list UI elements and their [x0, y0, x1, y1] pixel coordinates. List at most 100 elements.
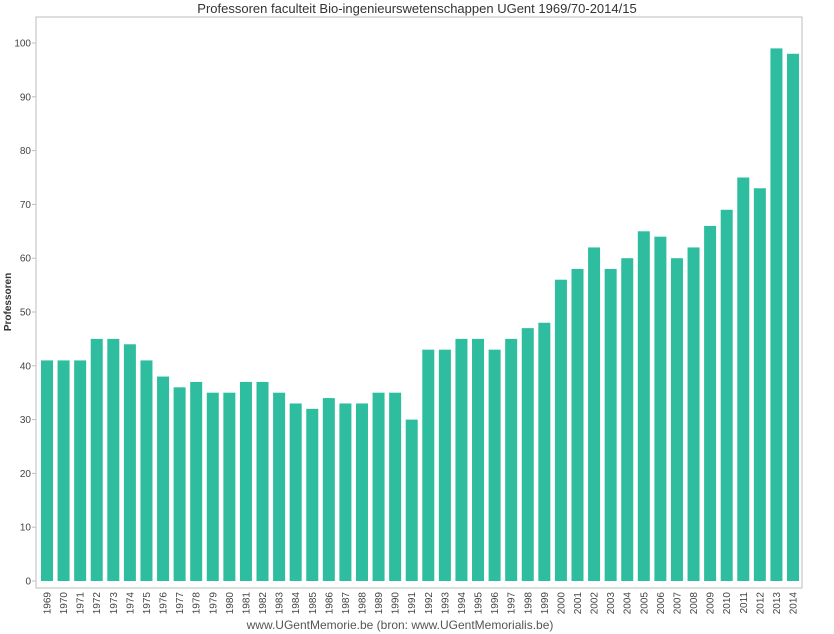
plot-frame [35, 16, 803, 589]
bar-1986 [322, 398, 335, 581]
bar-1999 [538, 322, 551, 581]
x-tick-label: 1982 [258, 592, 269, 615]
bar-2013 [770, 48, 783, 581]
x-tick-label: 1996 [490, 592, 501, 615]
bar-2009 [704, 225, 717, 582]
x-tick-label: 1985 [308, 592, 319, 615]
x-tick-label: 1983 [275, 592, 286, 615]
source-footer: www.UGentMemorie.be (bron: www.UGentMemo… [246, 618, 554, 632]
bar-1992 [422, 349, 435, 581]
bar-2002 [588, 247, 601, 581]
bar-1997 [505, 338, 518, 581]
bar-2003 [604, 268, 617, 581]
y-tick-label: 0 [25, 577, 31, 588]
bar-1971 [74, 360, 87, 581]
bar-1982 [256, 381, 269, 581]
x-tick-label: 1998 [523, 592, 534, 615]
bar-2011 [737, 177, 750, 581]
x-tick-label: 2006 [656, 592, 667, 615]
bar-1985 [306, 408, 319, 581]
bar-2000 [554, 279, 567, 581]
x-tick-label: 2013 [772, 592, 783, 615]
x-tick-label: 1972 [92, 592, 103, 615]
bar-2004 [621, 258, 634, 581]
x-tick-label: 2003 [606, 592, 617, 615]
x-tick-label: 1995 [474, 592, 485, 615]
bar-2010 [720, 209, 733, 581]
bar-1969 [41, 360, 53, 581]
x-tick-label: 1971 [76, 592, 87, 615]
bar-1973 [107, 338, 120, 581]
bar-1980 [223, 392, 236, 581]
x-tick-label: 2007 [672, 592, 683, 615]
bar-1989 [372, 392, 385, 581]
x-tick-label: 1999 [540, 592, 551, 615]
bar-1981 [239, 381, 252, 581]
x-tick-label: 2011 [739, 592, 750, 614]
bar-1974 [123, 344, 136, 581]
x-tick-label: 1986 [324, 592, 335, 615]
bar-1979 [206, 392, 219, 581]
bar-1984 [289, 403, 302, 581]
y-tick-label: 50 [20, 308, 32, 319]
x-tick-label: 1987 [341, 592, 352, 615]
y-tick-label: 80 [20, 146, 32, 157]
x-tick-label: 1993 [440, 592, 451, 615]
y-tick-label: 70 [20, 200, 32, 211]
bar-1977 [173, 387, 186, 581]
x-tick-labels: 1969 1970 1971 1972 1973 1974 1975 1976 1977 1978… [43, 592, 800, 615]
bar-1975 [140, 360, 153, 581]
x-tick-label: 1994 [457, 592, 468, 615]
y-tick-label: 60 [20, 254, 32, 265]
x-tick-label: 1978 [192, 592, 203, 615]
y-axis-title-group: Professoren [3, 273, 14, 331]
x-tick-label: 1997 [507, 592, 518, 615]
y-tick-label: 30 [20, 415, 32, 426]
x-tick-label: 2014 [789, 592, 800, 615]
x-tick-label: 2001 [573, 592, 584, 615]
axes [32, 16, 803, 589]
y-tick-label: 90 [20, 92, 32, 103]
bar-1991 [405, 419, 418, 581]
bar-1996 [488, 349, 501, 581]
x-tick-label: 1977 [175, 592, 186, 615]
x-tick-label: 1980 [225, 592, 236, 615]
bar-2001 [571, 268, 584, 581]
bar-1993 [438, 349, 451, 581]
x-tick-label: 2002 [590, 592, 601, 615]
x-tick-label: 1989 [374, 592, 385, 615]
x-tick-label: 1974 [125, 592, 136, 615]
y-tick-label: 10 [20, 523, 32, 534]
x-tick-label: 2004 [623, 592, 634, 615]
bar-1995 [472, 338, 485, 581]
bar-1988 [355, 403, 368, 581]
x-tick-label: 2012 [755, 592, 766, 615]
x-tick-label: 1975 [142, 592, 153, 615]
bar-1994 [455, 338, 468, 581]
bar-1978 [190, 381, 203, 581]
x-tick-label: 2009 [706, 592, 717, 615]
x-tick-label: 1988 [357, 592, 368, 615]
bar-2005 [637, 231, 650, 582]
bar-1998 [521, 328, 534, 581]
bar-1990 [389, 392, 402, 581]
x-tick-label: 1990 [391, 592, 402, 615]
y-axis-title: Professoren [3, 273, 14, 331]
bar-1970 [57, 360, 70, 581]
x-tick-label: 1981 [241, 592, 252, 615]
bar-1983 [273, 392, 286, 581]
x-tick-label: 1976 [159, 592, 170, 615]
bar-1972 [90, 338, 103, 581]
y-tick-label: 100 [14, 39, 31, 50]
bar-2014 [787, 53, 800, 581]
x-tick-label: 1970 [59, 592, 70, 615]
x-tick-label: 1991 [407, 592, 418, 615]
y-tick-label: 40 [20, 361, 32, 372]
chart-title: Professoren faculteit Bio-ingenieurswete… [197, 1, 637, 16]
x-tick-label: 1973 [109, 592, 120, 615]
x-tick-label: 2000 [556, 592, 567, 615]
bar-2008 [687, 247, 700, 581]
bar-2007 [670, 258, 683, 581]
bar-2012 [753, 188, 766, 581]
